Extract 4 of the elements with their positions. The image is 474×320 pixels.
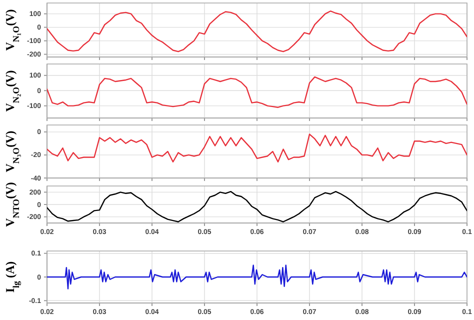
line-series xyxy=(47,10,467,52)
line-series xyxy=(47,264,467,290)
line-series xyxy=(47,76,467,108)
line-series xyxy=(47,134,467,162)
